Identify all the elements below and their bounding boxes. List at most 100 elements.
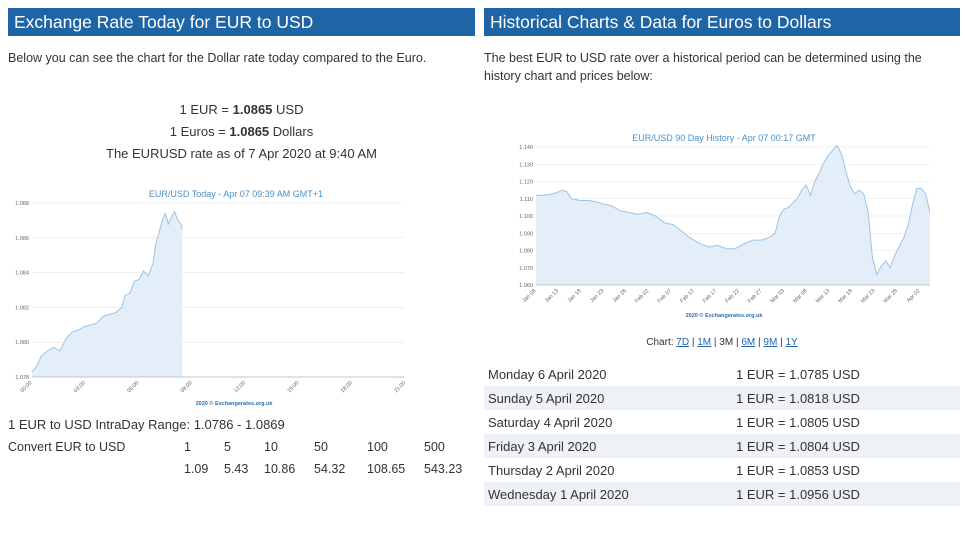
rate-value: 1.0865 <box>229 124 270 139</box>
convert-result: 543.23 <box>424 462 463 476</box>
history-rate: 1 EUR = 1.0805 USD <box>736 414 860 430</box>
rate-value: 1.0865 <box>232 102 273 117</box>
convert-amount: 100 <box>367 440 388 454</box>
y-tick-label: 1.140 <box>519 145 533 151</box>
history-row: Thursday 2 April 2020 1 EUR = 1.0853 USD <box>484 458 960 482</box>
period-option-1m[interactable]: 1M <box>697 337 712 348</box>
x-tick-label: 21:00 <box>393 380 407 394</box>
x-tick-label: Jan 08 <box>521 288 537 304</box>
y-tick-label: 1.100 <box>519 214 533 220</box>
x-tick-label: Jan 18 <box>567 288 583 304</box>
history-row: Wednesday 1 April 2020 1 EUR = 1.0956 USD <box>484 482 960 506</box>
x-tick-label: Mar 03 <box>770 288 786 304</box>
y-tick-label: 1.084 <box>15 271 29 277</box>
intraday-range: 1 EUR to USD IntraDay Range: 1.0786 - 1.… <box>8 417 285 432</box>
y-tick-label: 1.088 <box>15 201 29 207</box>
history-rate: 1 EUR = 1.0804 USD <box>732 434 960 458</box>
rate-line-eur: 1 EUR = 1.0865 USD <box>179 102 304 117</box>
history-date: Thursday 2 April 2020 <box>488 462 615 478</box>
x-tick-label: Jan 28 <box>612 288 628 304</box>
y-tick-label: 1.090 <box>519 231 533 237</box>
history-rate: 1 EUR = 1.0818 USD <box>732 386 960 410</box>
y-tick-label: 1.080 <box>519 249 533 255</box>
history-rate: 1 EUR = 1.0785 USD <box>736 366 860 382</box>
period-option-1y[interactable]: 1Y <box>785 337 798 348</box>
history-row: Sunday 5 April 2020 1 EUR = 1.0818 USD <box>484 386 960 410</box>
x-tick-label: 09:00 <box>180 380 194 394</box>
x-tick-label: Mar 23 <box>860 288 876 304</box>
x-tick-label: Feb 12 <box>679 288 695 304</box>
history-row: Friday 3 April 2020 1 EUR = 1.0804 USD <box>484 434 960 458</box>
convert-result: 1.09 <box>184 462 209 476</box>
x-tick-label: Mar 18 <box>837 288 853 304</box>
x-tick-label: Feb 17 <box>702 288 718 304</box>
y-tick-label: 1.078 <box>15 375 29 381</box>
x-tick-label: Mar 08 <box>792 288 808 304</box>
x-tick-label: Feb 02 <box>634 288 650 304</box>
x-tick-label: 03:00 <box>73 380 87 394</box>
convert-amount: 500 <box>424 440 445 454</box>
x-tick-label: 06:00 <box>126 380 140 394</box>
y-tick-label: 1.130 <box>519 162 533 168</box>
history-rate: 1 EUR = 1.0956 USD <box>732 482 960 506</box>
chart-title: EUR/USD 90 Day History - Apr 07 00:17 GM… <box>632 133 816 143</box>
section-header-history: Historical Charts & Data for Euros to Do… <box>484 8 960 36</box>
y-tick-label: 1.110 <box>520 197 533 203</box>
convert-table: Convert EUR to USD 1 5 10 50 100 500 1.0… <box>8 436 462 480</box>
history-date: Friday 3 April 2020 <box>484 434 732 458</box>
x-tick-label: Mar 28 <box>883 288 899 304</box>
history-date: Wednesday 1 April 2020 <box>484 482 732 506</box>
left-column: Exchange Rate Today for EUR to USD Below… <box>8 8 475 480</box>
x-tick-label: Feb 27 <box>747 288 763 304</box>
x-tick-label: 18:00 <box>340 380 354 394</box>
x-tick-label: Jan 13 <box>544 288 560 304</box>
history-date: Monday 6 April 2020 <box>488 366 607 382</box>
x-tick-label: Feb 22 <box>724 288 740 304</box>
chart-credit: 2020 © Exchangerates.org.uk <box>196 400 274 407</box>
x-tick-label: Apr 02 <box>906 288 922 304</box>
series-area <box>536 145 930 285</box>
convert-result: 108.65 <box>367 462 406 476</box>
convert-result: 5.43 <box>224 462 249 476</box>
y-tick-label: 1.120 <box>519 180 533 186</box>
convert-amount: 10 <box>264 440 278 454</box>
history-row: Saturday 4 April 2020 1 EUR = 1.0805 USD <box>484 410 960 434</box>
switcher-label: Chart: <box>646 337 674 348</box>
intro-text-history: The best EUR to USD rate over a historic… <box>484 51 922 83</box>
x-tick-label: 15:00 <box>286 380 300 394</box>
x-tick-label: Jan 23 <box>589 288 605 304</box>
series-line <box>536 144 931 276</box>
convert-result: 54.32 <box>314 462 346 476</box>
history-date: Sunday 5 April 2020 <box>484 386 732 410</box>
x-tick-label: Feb 07 <box>657 288 673 304</box>
period-option-9m[interactable]: 9M <box>763 337 778 348</box>
period-option-6m[interactable]: 6M <box>741 337 756 348</box>
period-option-3m: 3M <box>719 337 734 348</box>
history-date: Saturday 4 April 2020 <box>488 414 613 430</box>
section-header-today: Exchange Rate Today for EUR to USD <box>8 8 475 36</box>
y-tick-label: 1.060 <box>519 283 533 289</box>
convert-result: 10.86 <box>264 462 296 476</box>
chart-period-switcher: Chart: 7D | 1M | 3M | 6M | 9M | 1Y <box>646 337 798 348</box>
x-tick-label: Mar 13 <box>815 288 831 304</box>
rate-line-euros: 1 Euros = 1.0865 Dollars <box>169 124 314 139</box>
series-line <box>31 210 183 373</box>
intraday-chart[interactable]: 1.078 1.080 1.082 1.084 1.086 1.088 00:00 03:00… <box>8 183 468 413</box>
convert-amount: 50 <box>314 440 328 454</box>
history-table: Monday 6 April 2020 1 EUR = 1.0785 USD Sun… <box>484 362 960 506</box>
intro-text-today: Below you can see the chart for the Doll… <box>8 51 427 65</box>
history-chart[interactable]: 1.060 1.070 1.080 1.090 1.100 1.110 1.120 1.130… <box>484 119 944 329</box>
rate-timestamp: The EURUSD rate as of 7 Apr 2020 at 9:40… <box>106 146 377 161</box>
rate-summary: 1 EUR = 1.0865 USD 1 Euros = 1.0865 Doll… <box>8 99 475 165</box>
chart-title: EUR/USD Today - Apr 07 09:39 AM GMT+1 <box>149 189 323 199</box>
chart-credit: 2020 © Exchangerates.org.uk <box>686 312 764 319</box>
history-row: Monday 6 April 2020 1 EUR = 1.0785 USD <box>484 362 960 386</box>
y-tick-label: 1.082 <box>15 305 29 311</box>
x-tick-label: 00:00 <box>19 380 33 394</box>
y-tick-label: 1.070 <box>519 266 533 272</box>
history-rate: 1 EUR = 1.0853 USD <box>736 462 860 478</box>
convert-amount: 1 <box>184 440 191 454</box>
period-option-7d[interactable]: 7D <box>676 337 690 348</box>
series-area <box>32 211 183 377</box>
right-column: Historical Charts & Data for Euros to Do… <box>484 8 960 506</box>
